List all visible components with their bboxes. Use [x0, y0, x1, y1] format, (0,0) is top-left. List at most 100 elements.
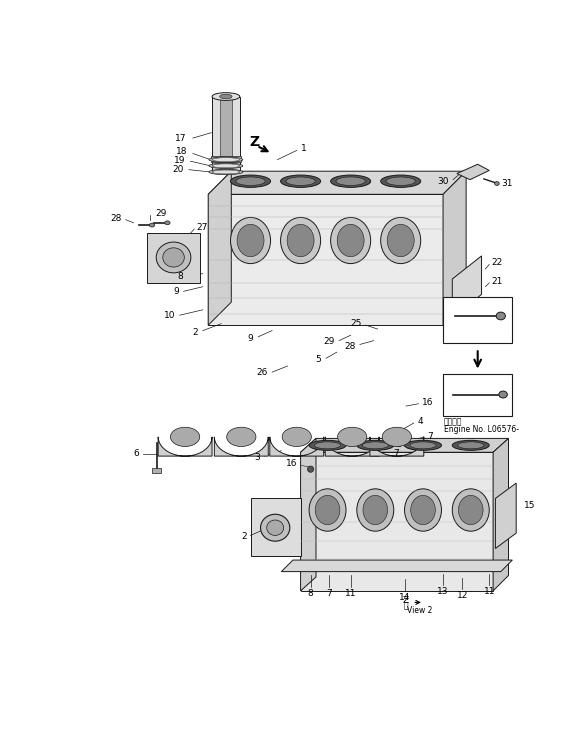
Ellipse shape — [212, 93, 240, 100]
Ellipse shape — [212, 170, 240, 174]
Ellipse shape — [315, 495, 340, 525]
Text: 1: 1 — [301, 145, 307, 154]
Ellipse shape — [381, 175, 420, 187]
Ellipse shape — [386, 177, 415, 185]
Text: 13: 13 — [437, 587, 449, 596]
Polygon shape — [214, 437, 268, 456]
Ellipse shape — [381, 218, 420, 264]
Ellipse shape — [286, 177, 315, 185]
Circle shape — [308, 466, 314, 472]
Ellipse shape — [331, 218, 371, 264]
Polygon shape — [146, 233, 200, 283]
Text: 8: 8 — [178, 272, 184, 281]
Text: 31: 31 — [502, 179, 513, 188]
Ellipse shape — [499, 391, 507, 398]
Ellipse shape — [495, 181, 499, 185]
Text: 9: 9 — [173, 287, 179, 296]
Ellipse shape — [458, 442, 484, 449]
Text: 3: 3 — [254, 453, 260, 462]
Polygon shape — [251, 498, 301, 556]
Bar — [212, 96, 240, 169]
Text: 16: 16 — [286, 459, 298, 468]
Ellipse shape — [170, 427, 200, 447]
Text: 2: 2 — [192, 328, 198, 337]
Ellipse shape — [337, 224, 364, 257]
Ellipse shape — [219, 94, 232, 99]
Ellipse shape — [411, 495, 435, 525]
Ellipse shape — [309, 489, 346, 531]
Polygon shape — [452, 256, 482, 318]
Ellipse shape — [338, 427, 367, 447]
Bar — [443, 297, 512, 343]
Ellipse shape — [452, 489, 489, 531]
Polygon shape — [208, 171, 466, 194]
Text: 10: 10 — [164, 311, 175, 320]
Ellipse shape — [357, 441, 394, 450]
Text: 18: 18 — [176, 148, 187, 157]
Text: 14: 14 — [399, 593, 410, 602]
Text: 20: 20 — [172, 165, 184, 174]
Ellipse shape — [287, 224, 314, 257]
Ellipse shape — [236, 177, 265, 185]
Text: 矢: 矢 — [404, 602, 408, 611]
Ellipse shape — [237, 224, 264, 257]
Text: 26: 26 — [256, 368, 267, 377]
Polygon shape — [495, 483, 516, 548]
Ellipse shape — [404, 489, 441, 531]
Polygon shape — [301, 438, 316, 591]
Ellipse shape — [331, 175, 371, 187]
Text: 7: 7 — [427, 431, 433, 441]
Polygon shape — [301, 453, 493, 591]
Bar — [152, 468, 161, 473]
Ellipse shape — [230, 218, 271, 264]
Text: 2: 2 — [241, 532, 247, 541]
Ellipse shape — [458, 495, 483, 525]
Ellipse shape — [212, 164, 240, 168]
Ellipse shape — [149, 223, 155, 227]
Text: 19: 19 — [173, 156, 185, 165]
Text: 16: 16 — [422, 398, 434, 407]
Ellipse shape — [387, 224, 414, 257]
Text: 17: 17 — [175, 133, 187, 142]
Ellipse shape — [314, 442, 340, 449]
Polygon shape — [208, 171, 232, 325]
Ellipse shape — [336, 177, 365, 185]
Ellipse shape — [404, 441, 441, 450]
Text: 28: 28 — [344, 342, 355, 350]
Text: 21: 21 — [491, 277, 503, 286]
Polygon shape — [325, 437, 379, 456]
Ellipse shape — [165, 221, 170, 224]
Text: 29: 29 — [156, 209, 167, 218]
Ellipse shape — [382, 427, 411, 447]
Polygon shape — [457, 164, 489, 180]
Ellipse shape — [209, 157, 243, 163]
Ellipse shape — [410, 442, 436, 449]
Polygon shape — [208, 194, 443, 325]
Text: 适用号码: 适用号码 — [444, 417, 463, 426]
Ellipse shape — [363, 495, 388, 525]
Text: Z: Z — [403, 596, 409, 605]
Ellipse shape — [212, 157, 240, 162]
Text: 24: 24 — [457, 300, 468, 309]
Text: 11: 11 — [345, 589, 357, 598]
Polygon shape — [281, 560, 512, 572]
Polygon shape — [493, 438, 509, 591]
Text: 27: 27 — [196, 223, 208, 232]
Text: 11: 11 — [483, 587, 495, 596]
Text: 1: 1 — [396, 440, 401, 449]
Ellipse shape — [281, 218, 321, 264]
Ellipse shape — [452, 441, 489, 450]
Polygon shape — [301, 438, 509, 453]
Ellipse shape — [281, 175, 321, 187]
Ellipse shape — [267, 520, 283, 535]
Ellipse shape — [496, 312, 505, 320]
Text: 29: 29 — [323, 337, 335, 346]
Text: 22: 22 — [491, 258, 503, 267]
Bar — [443, 373, 512, 416]
Text: 15: 15 — [524, 501, 535, 510]
Text: 8: 8 — [308, 589, 313, 598]
Ellipse shape — [260, 514, 290, 541]
Bar — [219, 96, 232, 169]
Polygon shape — [443, 171, 466, 325]
Ellipse shape — [163, 248, 184, 267]
